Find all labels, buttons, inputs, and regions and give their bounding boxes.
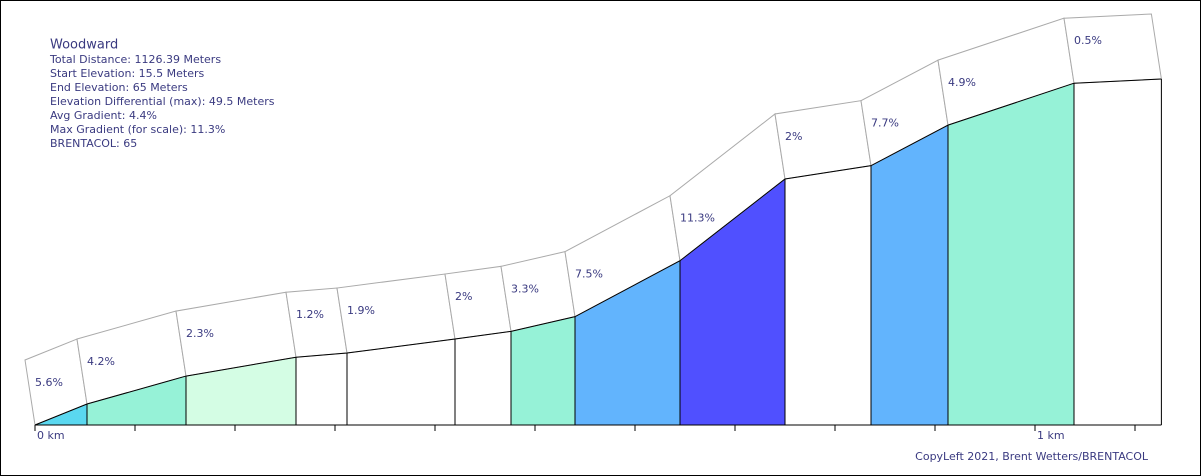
x-tick-label: 1 km [1037, 429, 1065, 442]
segment-area [948, 83, 1074, 425]
segment-area [871, 125, 948, 425]
gradient-label: 1.9% [347, 304, 375, 317]
gradient-label: 2% [785, 130, 802, 143]
gradient-label: 0.5% [1074, 34, 1102, 47]
gradient-label: 1.2% [296, 308, 324, 321]
info-line: BRENTACOL: 65 [50, 137, 137, 150]
gradient-label: 11.3% [680, 212, 715, 225]
segment-area [347, 339, 455, 425]
chart-title: Woodward [50, 38, 118, 53]
gradient-label: 4.2% [87, 355, 115, 368]
info-line: Avg Gradient: 4.4% [50, 109, 157, 122]
gradient-label: 2% [455, 290, 472, 303]
info-line: End Elevation: 65 Meters [50, 81, 188, 94]
segment-area [1074, 79, 1162, 425]
gradient-label: 3.3% [511, 282, 539, 295]
segment-area [785, 165, 871, 425]
segment-area [511, 316, 575, 425]
gradient-band [285, 287, 348, 358]
x-tick-label: 0 km [37, 429, 65, 442]
info-line: Total Distance: 1126.39 Meters [49, 53, 221, 66]
gradient-band [1063, 13, 1162, 84]
info-line: Max Gradient (for scale): 11.3% [50, 123, 225, 136]
segment-area [455, 331, 511, 425]
segment-area [575, 260, 680, 425]
gradient-label: 7.5% [575, 268, 603, 281]
info-line: Elevation Differential (max): 49.5 Meter… [50, 95, 275, 108]
profile-line [34, 78, 1162, 426]
segment-area [87, 376, 186, 425]
segment-area [296, 353, 347, 425]
gradient-label: 7.7% [871, 117, 899, 130]
gradient-label: 4.9% [948, 76, 976, 89]
gradient-label: 2.3% [186, 327, 214, 340]
info-line: Start Elevation: 15.5 Meters [50, 67, 205, 80]
gradient-label: 5.6% [35, 376, 63, 389]
credit: CopyLeft 2021, Brent Wetters/BRENTACOL [915, 450, 1149, 463]
segment-area [186, 357, 296, 425]
